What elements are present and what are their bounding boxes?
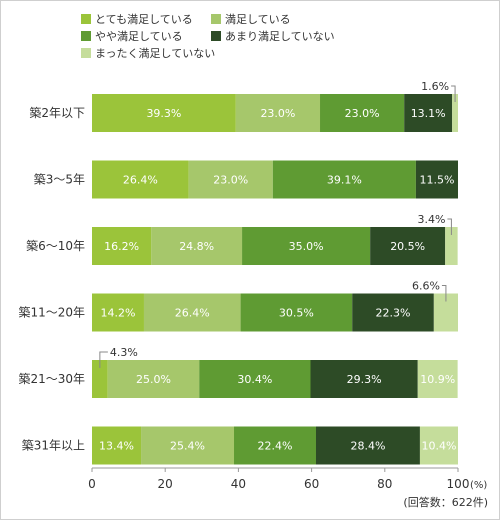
bar-segment: [151, 227, 243, 265]
category-label: 築11～20年: [18, 305, 85, 320]
legend-item-not-at-all-satisfied: まったく満足していない: [81, 45, 215, 61]
data-label: 13.1%: [411, 107, 446, 120]
x-unit-label: (%): [470, 480, 487, 491]
legend-swatch: [81, 31, 91, 41]
data-label: 26.4%: [175, 307, 210, 320]
x-tick-label: 80: [377, 477, 392, 491]
x-tick-label: 20: [158, 477, 173, 491]
leader-line: [441, 285, 447, 302]
data-label: 22.4%: [258, 440, 293, 453]
data-label: 24.8%: [179, 240, 214, 253]
category-label: 築21～30年: [18, 371, 85, 386]
data-label: 3.4%: [417, 213, 445, 226]
category-label: 築3～5年: [34, 172, 85, 187]
bar-segment: [315, 426, 420, 465]
legend-item-somewhat-satisfied: やや満足している: [81, 28, 183, 44]
bar-segment: [272, 160, 416, 199]
bar-segment: [143, 293, 241, 332]
bar-segment: [234, 426, 316, 465]
legend-label: あまり満足していない: [225, 30, 335, 43]
bar-segment: [92, 426, 142, 465]
data-label: 4.3%: [110, 346, 138, 359]
legend-label: やや満足している: [95, 30, 183, 43]
legend-item-very-satisfied: とても満足している: [81, 11, 193, 27]
legend-swatch: [81, 48, 91, 58]
legend-label: とても満足している: [95, 13, 193, 26]
data-label: 39.3%: [146, 107, 181, 120]
data-label: 30.4%: [237, 373, 272, 386]
x-tick-label: 40: [231, 477, 246, 491]
data-label: 29.3%: [347, 373, 382, 386]
category-label: 築2年以下: [29, 105, 85, 120]
data-label: 1.6%: [421, 80, 449, 93]
bar-segment: [417, 360, 458, 398]
bar-segment: [242, 227, 371, 265]
legend: とても満足している 満足している やや満足している あまり満足していない まった…: [81, 11, 381, 63]
category-label: 築6～10年: [26, 238, 85, 253]
legend-swatch: [81, 14, 91, 24]
legend-swatch: [211, 14, 221, 24]
data-label: 13.4%: [99, 440, 134, 453]
leader-line: [447, 218, 452, 235]
bar-segment: [235, 94, 321, 132]
bar-segment: [452, 94, 458, 132]
leader-line: [99, 351, 108, 368]
data-label: 14.2%: [101, 307, 136, 320]
bar-segment: [92, 160, 189, 199]
bar-segment: [404, 94, 453, 132]
bar-segment: [320, 94, 405, 132]
data-label: 23.0%: [213, 174, 248, 187]
data-label: 16.2%: [104, 240, 139, 253]
data-label: 39.1%: [327, 174, 362, 187]
x-tick-label: 100: [447, 477, 470, 491]
data-label: 10.9%: [420, 373, 455, 386]
bar-segment: [92, 94, 236, 132]
bar-segment: [240, 293, 353, 332]
data-label: 23.0%: [345, 107, 380, 120]
data-label: 20.5%: [390, 240, 425, 253]
x-tick-label: 0: [88, 477, 96, 491]
data-label: 10.4%: [421, 440, 456, 453]
legend-swatch: [211, 31, 221, 41]
data-label: 23.0%: [260, 107, 295, 120]
bar-segment: [92, 227, 152, 265]
data-label: 25.4%: [170, 440, 205, 453]
bar-segment: [445, 227, 458, 265]
legend-item-satisfied: 満足している: [211, 11, 291, 27]
bar-segment: [141, 426, 235, 465]
bar-segment: [419, 426, 458, 465]
leader-line: [451, 85, 456, 102]
bar-segment: [107, 360, 200, 398]
legend-label: まったく満足していない: [95, 47, 216, 60]
bar-segment: [310, 360, 418, 398]
legend-item-not-very-satisfied: あまり満足していない: [211, 28, 335, 44]
data-label: 22.3%: [376, 307, 411, 320]
legend-label: 満足している: [225, 13, 291, 26]
bar-segment: [92, 293, 144, 332]
category-label: 築31年以上: [22, 438, 85, 453]
data-label: 26.4%: [123, 174, 158, 187]
x-tick-label: 60: [304, 477, 319, 491]
data-label: 25.0%: [136, 373, 171, 386]
data-label: 30.5%: [279, 307, 314, 320]
bar-segment: [188, 160, 273, 199]
bar-segment: [370, 227, 446, 265]
bar-segment: [415, 160, 458, 199]
data-label: 28.4%: [350, 440, 385, 453]
data-label: 35.0%: [289, 240, 324, 253]
bar-segment: [199, 360, 311, 398]
data-label: 6.6%: [412, 280, 440, 293]
bar-segment: [352, 293, 434, 332]
response-count-note: (回答数：622件): [403, 495, 488, 509]
bar-segment: [92, 360, 108, 398]
data-label: 11.5%: [419, 174, 454, 187]
